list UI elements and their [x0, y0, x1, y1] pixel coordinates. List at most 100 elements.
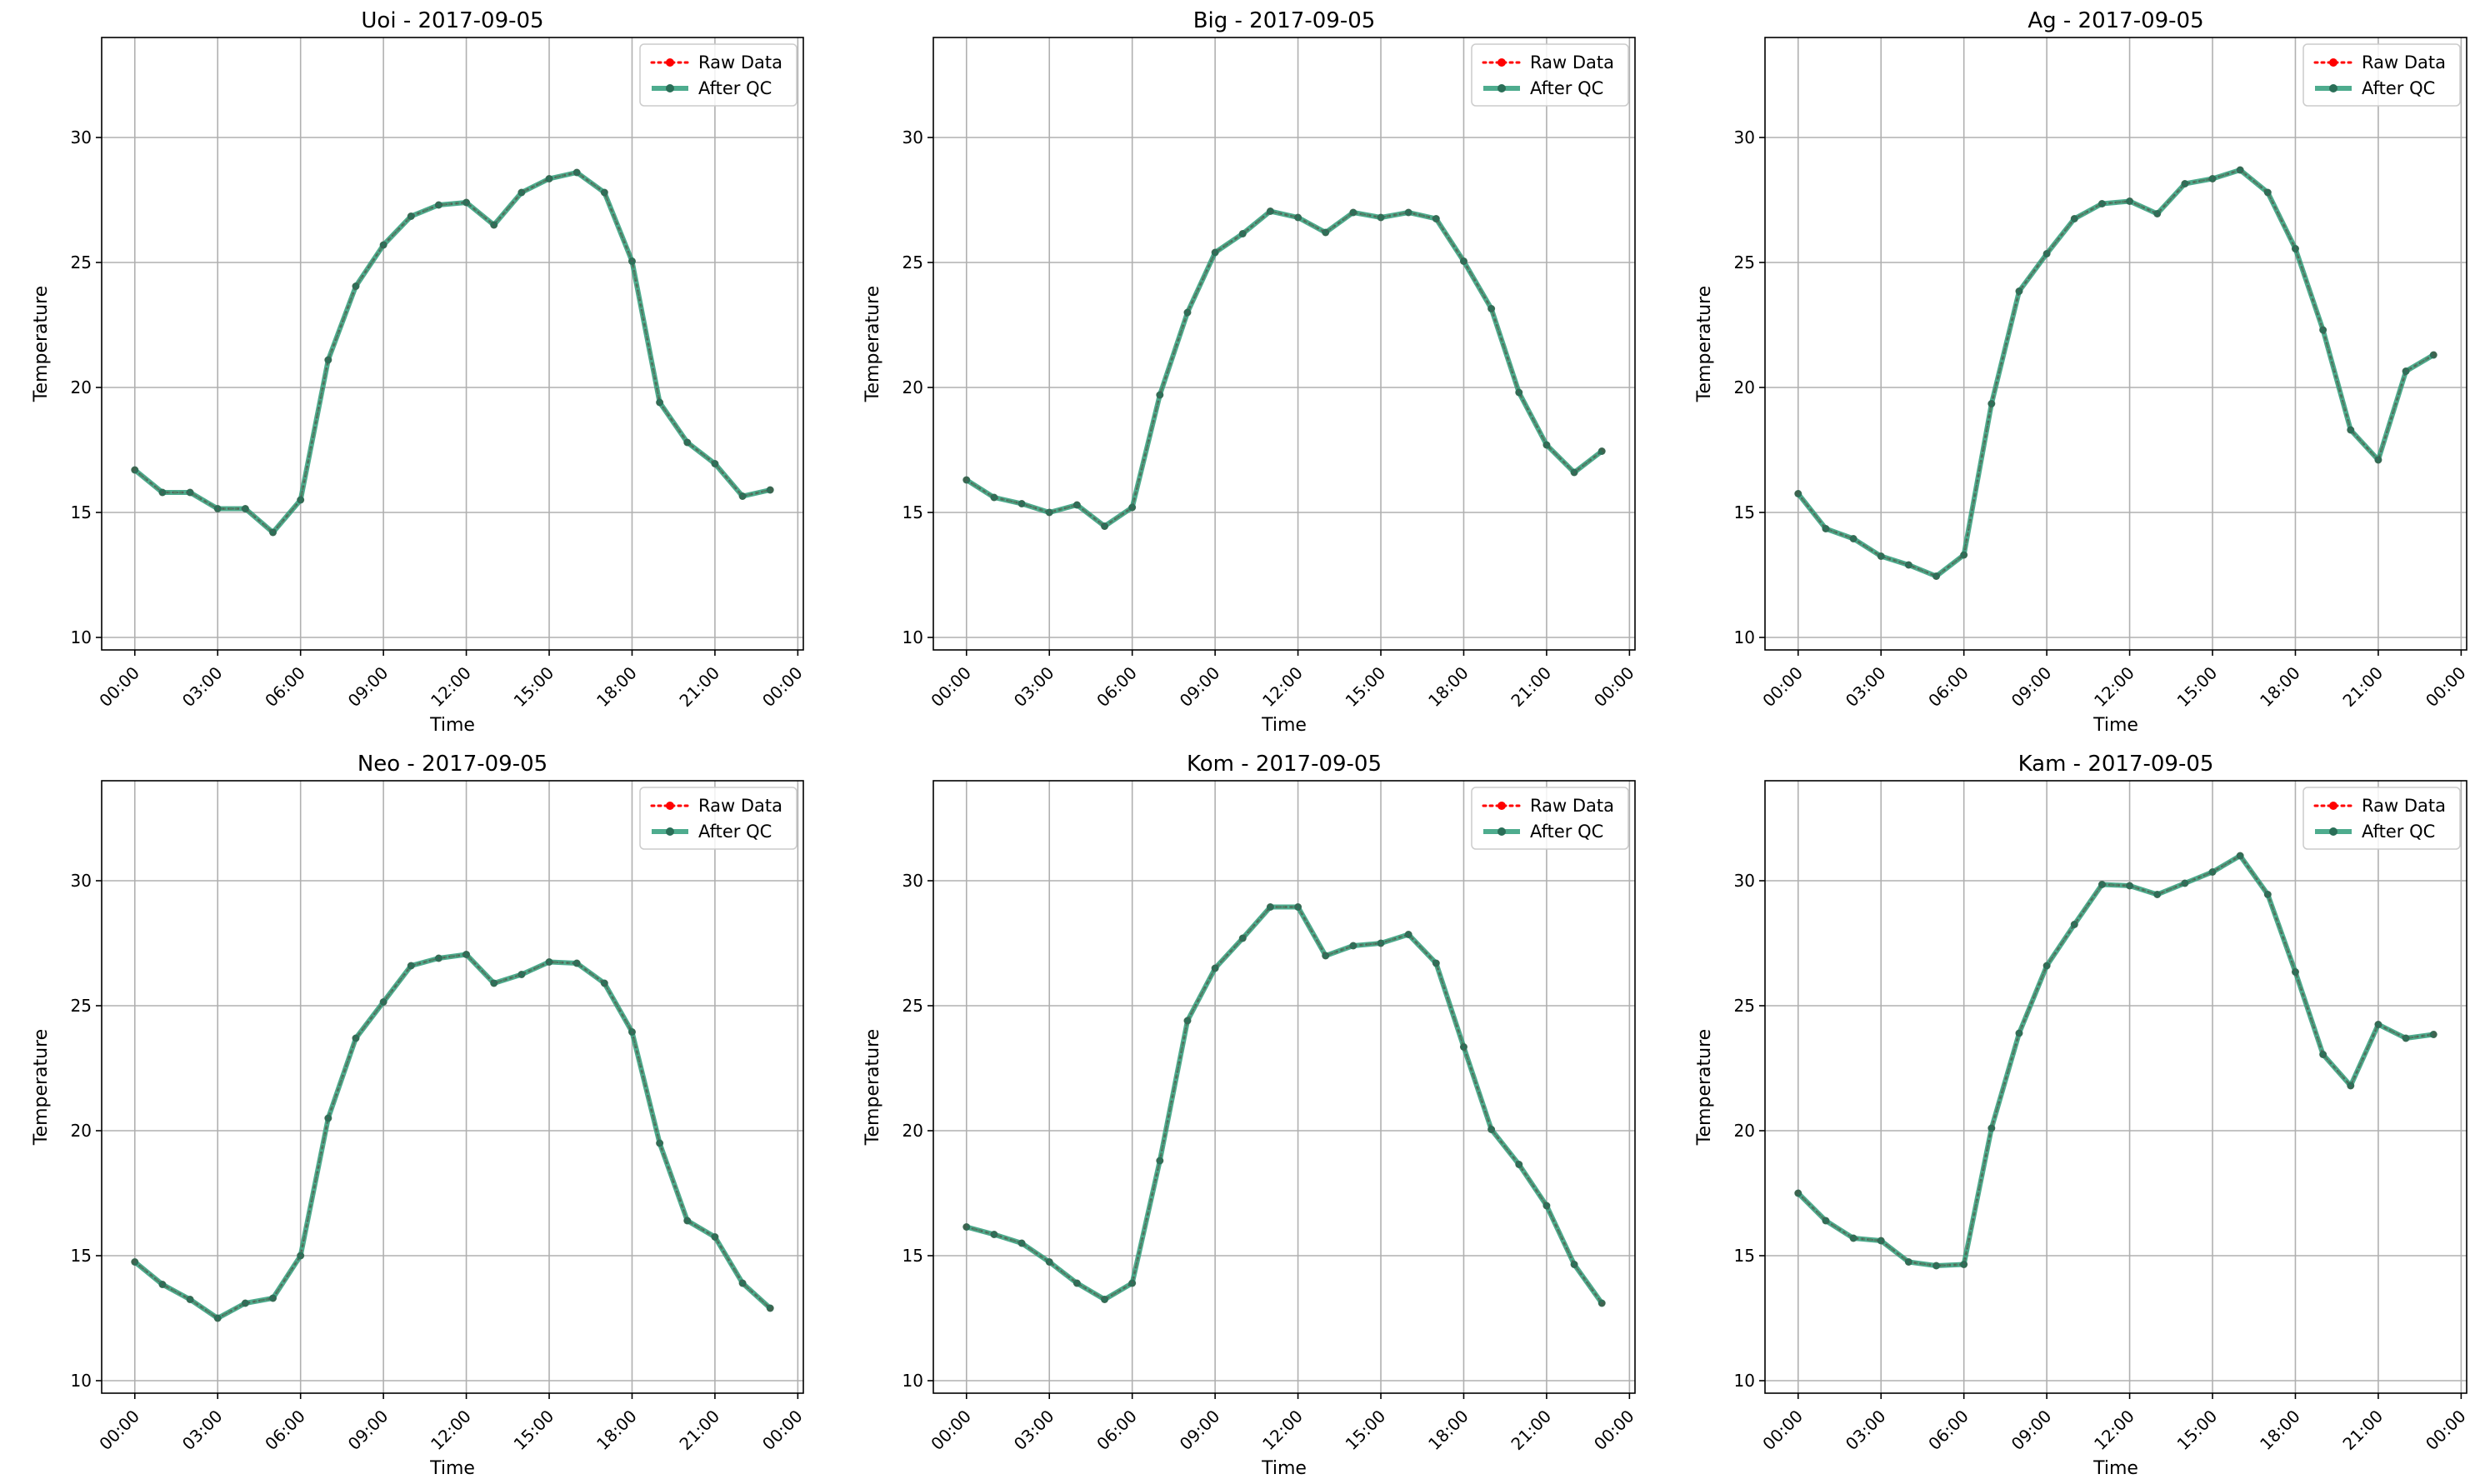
x-axis-label: Time	[1261, 715, 1307, 736]
after-qc-point	[1877, 1237, 1885, 1245]
after-qc-point	[1404, 208, 1412, 217]
legend-raw-label: Raw Data	[698, 52, 782, 72]
subplot-big: Big - 2017-09-05 00:00 03:00 06:00 09:00 12:0…	[862, 8, 1638, 736]
legend: Raw Data After QC	[1471, 787, 1629, 850]
y-axis-label: Temperature	[862, 1029, 883, 1146]
x-tick-label: 21:00	[2338, 1406, 2387, 1454]
after-qc-point	[990, 1231, 998, 1238]
after-qc-point	[269, 528, 278, 537]
after-qc-point	[1849, 535, 1858, 542]
after-qc-point	[683, 1217, 692, 1225]
after-qc-point	[2429, 351, 2438, 359]
raw-data-overlay	[966, 210, 1602, 527]
after-qc-point	[656, 1139, 664, 1147]
y-axis-label: Temperature	[31, 1029, 52, 1146]
x-tick-label: 09:00	[344, 1406, 392, 1454]
raw-data-line	[965, 906, 1603, 1305]
after-qc-point	[1988, 1124, 1996, 1132]
y-tick-label: 25	[902, 252, 923, 272]
y-tick-label: 30	[902, 871, 923, 891]
after-qc-point	[1322, 228, 1330, 237]
x-tick-label: 00:00	[758, 662, 807, 711]
after-qc-point	[1349, 942, 1358, 950]
after-qc-point	[379, 241, 388, 249]
x-tick-label: 09:00	[1176, 1406, 1224, 1454]
legend: Raw Data After QC	[2302, 787, 2461, 850]
after-qc-point	[1515, 388, 1523, 397]
legend-qc-label: After QC	[698, 822, 772, 842]
after-qc-point	[1432, 959, 1440, 967]
after-qc-point	[434, 201, 442, 209]
legend-raw-marker	[666, 802, 674, 810]
x-tick-label: 00:00	[2422, 1406, 2470, 1454]
x-axis-label: Time	[429, 1458, 475, 1479]
after-qc-point	[711, 1233, 719, 1241]
x-tick-label: 03:00	[1842, 1406, 1890, 1454]
x-tick-label: 15:00	[2173, 1406, 2222, 1454]
raw-data-overlay	[1797, 168, 2434, 577]
after-qc-point	[1128, 503, 1137, 512]
after-qc-point	[766, 486, 774, 494]
after-qc-point	[1377, 213, 1385, 222]
x-tick-label: 00:00	[1590, 1406, 1638, 1454]
y-tick-label: 30	[71, 871, 92, 891]
after-qc-point	[2429, 1031, 2438, 1038]
x-tick-label: 18:00	[2256, 662, 2304, 711]
y-tick-label: 10	[902, 627, 923, 647]
subplot-kom: Kom - 2017-09-05 00:00 03:00 06:00 09:00 12:0…	[862, 752, 1638, 1479]
after-qc-point	[1238, 934, 1247, 942]
after-qc-point	[2291, 968, 2299, 976]
axes-frame	[932, 780, 1636, 1394]
x-tick-label: 21:00	[675, 662, 723, 711]
y-tick-label: 20	[1734, 1121, 1755, 1141]
y-tick-label: 15	[71, 502, 92, 522]
legend-qc-marker	[666, 827, 674, 836]
chart-title: Ag - 2017-09-05	[2028, 8, 2203, 33]
legend-raw-marker	[2329, 58, 2338, 67]
after-qc-point	[1459, 1043, 1468, 1051]
y-axis-label: Temperature	[31, 286, 52, 402]
legend-raw-marker	[1498, 58, 1506, 67]
after-qc-point	[1101, 1296, 1109, 1303]
after-qc-point	[1877, 552, 1885, 560]
legend-raw-marker	[2329, 802, 2338, 810]
x-tick-label: 21:00	[2338, 662, 2387, 711]
after-qc-line	[965, 904, 1604, 1305]
raw-data-line	[1797, 854, 2435, 1267]
legend-raw-label: Raw Data	[1530, 52, 1614, 72]
legend-qc-label: After QC	[2362, 78, 2435, 98]
legend-qc-marker	[666, 84, 674, 92]
x-tick-label: 21:00	[675, 1406, 723, 1454]
after-qc-point	[269, 1294, 278, 1302]
raw-data-overlay	[1798, 854, 2434, 1267]
x-tick-label: 03:00	[1010, 662, 1058, 711]
x-axis-label: Time	[2092, 1458, 2138, 1479]
x-tick-label: 06:00	[261, 1406, 309, 1454]
y-tick-label: 15	[71, 1246, 92, 1266]
y-tick-label: 20	[902, 377, 923, 397]
y-tick-label: 25	[1734, 996, 1755, 1016]
after-qc-point	[1156, 391, 1164, 399]
after-qc-point	[2374, 456, 2382, 464]
x-tick-label: 21:00	[1507, 1406, 1555, 1454]
legend-raw-label: Raw Data	[1530, 796, 1614, 816]
after-qc-point	[545, 958, 553, 966]
x-tick-label: 03:00	[178, 662, 227, 711]
x-tick-label: 00:00	[1590, 662, 1638, 711]
y-tick-label: 30	[71, 127, 92, 147]
x-tick-label: 09:00	[344, 662, 392, 711]
after-qc-point	[738, 1279, 747, 1287]
x-tick-label: 06:00	[1924, 662, 1972, 711]
x-tick-label: 09:00	[2008, 662, 2056, 711]
chart-title: Kam - 2017-09-05	[2018, 752, 2214, 777]
after-qc-point	[600, 188, 608, 197]
after-qc-line	[965, 208, 1604, 529]
after-qc-point	[1404, 931, 1412, 938]
y-axis-label: Temperature	[862, 286, 883, 402]
x-tick-label: 09:00	[1176, 662, 1224, 711]
y-tick-label: 20	[902, 1121, 923, 1141]
x-tick-label: 18:00	[2256, 1406, 2304, 1454]
after-qc-point	[241, 1299, 249, 1307]
x-tick-label: 00:00	[927, 1406, 975, 1454]
